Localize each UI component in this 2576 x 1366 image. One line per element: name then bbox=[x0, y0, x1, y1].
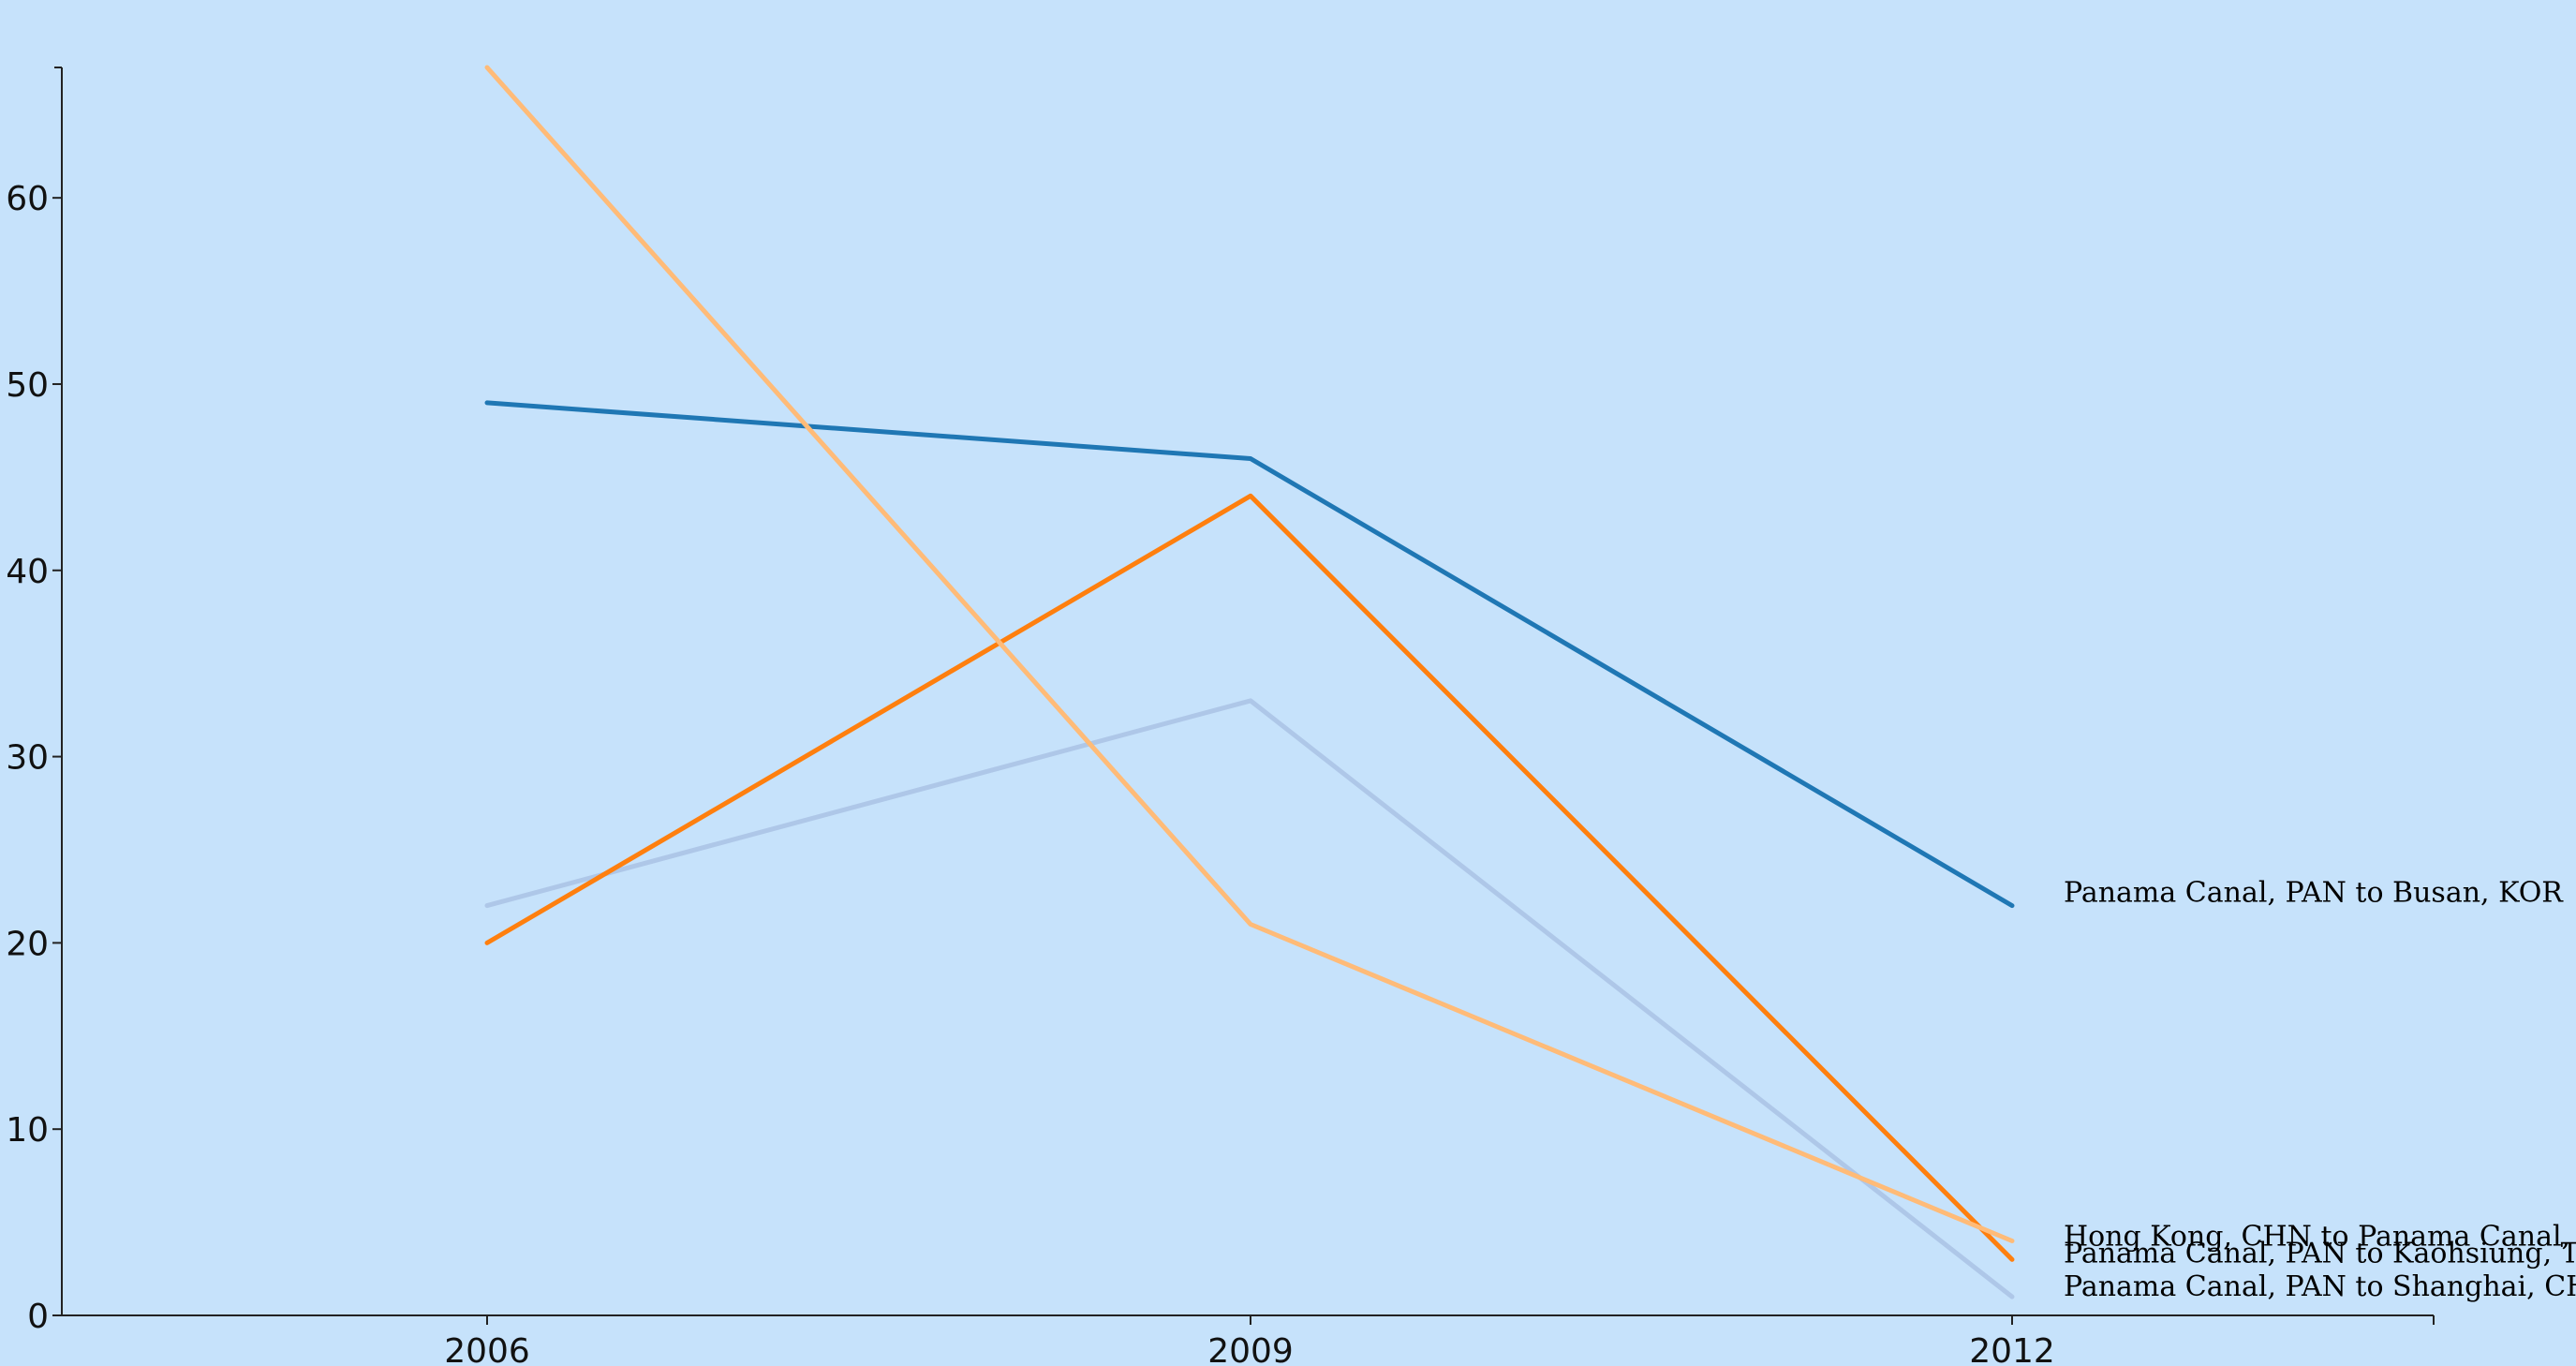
series-line bbox=[484, 65, 2015, 1243]
y-tick-label: 20 bbox=[6, 925, 49, 963]
y-tick-label: 0 bbox=[27, 1298, 49, 1336]
y-tick-label: 10 bbox=[6, 1111, 49, 1150]
series-labels: Panama Canal, PAN to Busan, KOR Panama Ca… bbox=[2064, 877, 2576, 1304]
x-tick-label: 2006 bbox=[444, 1332, 530, 1366]
x-axis: 2006 2009 2012 bbox=[62, 1314, 2435, 1366]
y-tick-label: 40 bbox=[6, 553, 49, 591]
series-label: Panama Canal, PAN to Kaohsiung, TWN bbox=[2064, 1237, 2576, 1269]
series-label: Hong Kong, CHN to Panama Canal, PAN bbox=[2064, 1221, 2576, 1254]
series-line bbox=[484, 400, 2015, 909]
y-axis: 0 10 20 30 40 50 60 bbox=[6, 67, 63, 1336]
y-tick-label: 30 bbox=[6, 739, 49, 778]
y-tick-label: 50 bbox=[6, 366, 49, 405]
series-line bbox=[484, 698, 2015, 1299]
y-tick-label: 60 bbox=[6, 180, 49, 218]
series-label: Panama Canal, PAN to Shanghai, CHN bbox=[2064, 1270, 2576, 1303]
series-lines bbox=[484, 65, 2015, 1299]
x-tick-label: 2009 bbox=[1207, 1332, 1294, 1366]
series-line bbox=[484, 493, 2015, 1262]
series-label: Panama Canal, PAN to Busan, KOR bbox=[2064, 877, 2564, 910]
x-tick-label: 2012 bbox=[1969, 1332, 2055, 1366]
